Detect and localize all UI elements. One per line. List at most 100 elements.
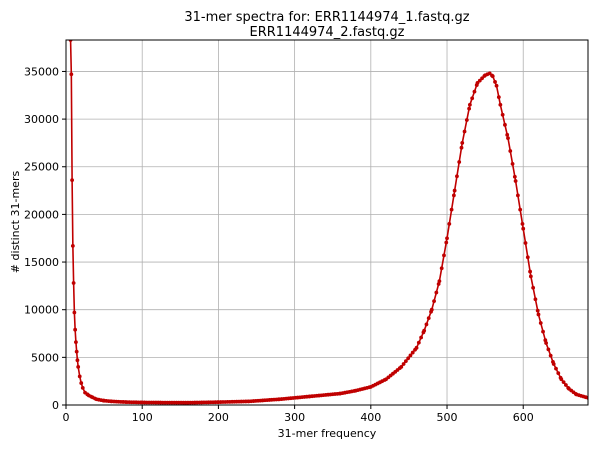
data-point (551, 362, 556, 366)
y-tick-label: 5000 (31, 351, 59, 364)
data-point (548, 353, 553, 358)
data-point (496, 95, 501, 100)
data-point (445, 236, 449, 241)
x-tick-label: 600 (513, 411, 534, 424)
x-tick-label: 500 (437, 411, 458, 424)
data-point (500, 112, 505, 117)
data-point (74, 340, 78, 344)
data-point (559, 377, 564, 382)
data-point (541, 329, 545, 334)
data-point (74, 349, 79, 354)
data-point (69, 72, 74, 77)
y-tick-label: 35000 (24, 65, 59, 78)
data-point (510, 161, 515, 166)
data-point (442, 253, 446, 258)
data-point (416, 340, 421, 345)
data-point (70, 178, 74, 182)
plot-frame (65, 39, 589, 406)
data-point (520, 222, 525, 226)
y-axis-label: # distinct 31-mers (9, 171, 22, 274)
data-point (71, 281, 76, 285)
tick-marks (62, 70, 524, 409)
data-point (459, 145, 464, 150)
chart-title-line-1: 31-mer spectra for: ERR1144974_1.fastq.g… (184, 10, 469, 25)
data-point (452, 188, 457, 193)
x-tick-label: 200 (208, 411, 229, 424)
data-point (528, 274, 533, 279)
x-tick-label: 100 (132, 411, 153, 424)
data-point (554, 366, 558, 371)
data-point (528, 269, 532, 274)
data-point (533, 297, 538, 302)
data-point (523, 241, 528, 245)
y-tick-label: 0 (52, 399, 59, 412)
data-point (437, 279, 442, 284)
y-tick-label: 20000 (24, 208, 59, 221)
data-point (429, 307, 434, 312)
data-point (467, 102, 472, 107)
data-point (464, 118, 469, 122)
series-layer (68, 40, 588, 405)
data-point (512, 174, 517, 179)
data-point (506, 136, 510, 141)
data-point (406, 356, 411, 361)
data-point (449, 207, 454, 212)
data-point (457, 160, 462, 164)
data-point (493, 80, 497, 84)
data-point (451, 193, 456, 198)
data-point (505, 132, 510, 137)
data-point (518, 207, 523, 212)
data-point (436, 282, 441, 286)
y-tick-label: 15000 (24, 256, 59, 269)
data-point (403, 359, 408, 364)
data-point (414, 345, 419, 350)
data-point (503, 122, 507, 127)
data-point (515, 193, 520, 198)
data-point (70, 243, 75, 248)
tick-labels: 0 100 200 300 400 500 600 0 5000 10000 15000 20000 2… (24, 65, 534, 424)
chart-title-line-2: ERR1144974_2.fastq.gz (250, 25, 405, 40)
data-point (72, 310, 77, 315)
x-axis-label: 31-mer frequency (278, 427, 377, 440)
data-point (462, 129, 467, 134)
data-point (472, 89, 477, 94)
data-point (422, 328, 427, 333)
data-point (73, 327, 78, 332)
grid-lines (65, 40, 588, 406)
data-point (525, 255, 530, 260)
data-point (535, 308, 540, 313)
data-point (408, 353, 413, 358)
data-point (536, 312, 541, 317)
data-point (470, 96, 475, 101)
data-point (513, 179, 518, 183)
data-point (498, 102, 503, 107)
x-tick-label: 400 (360, 411, 381, 424)
data-point (401, 362, 406, 366)
data-point (79, 381, 84, 385)
data-point (564, 383, 568, 387)
data-point (419, 335, 424, 340)
data-point (77, 374, 82, 379)
data-point (447, 222, 452, 226)
data-point (439, 266, 444, 271)
data-point (432, 299, 436, 304)
data-point (546, 347, 551, 352)
data-point (410, 350, 415, 355)
series-group (68, 40, 588, 405)
data-point (426, 316, 431, 320)
data-point (434, 290, 439, 295)
data-point (490, 74, 495, 79)
y-tick-label: 10000 (24, 304, 59, 317)
data-point (531, 285, 536, 290)
data-point (460, 141, 465, 145)
data-point (561, 380, 566, 385)
data-point (80, 385, 85, 390)
data-point (76, 364, 81, 369)
data-point (508, 149, 513, 153)
data-point (455, 174, 459, 179)
y-tick-label: 30000 (24, 113, 59, 126)
data-point (521, 226, 526, 231)
data-point (399, 364, 404, 369)
data-point (543, 338, 548, 343)
